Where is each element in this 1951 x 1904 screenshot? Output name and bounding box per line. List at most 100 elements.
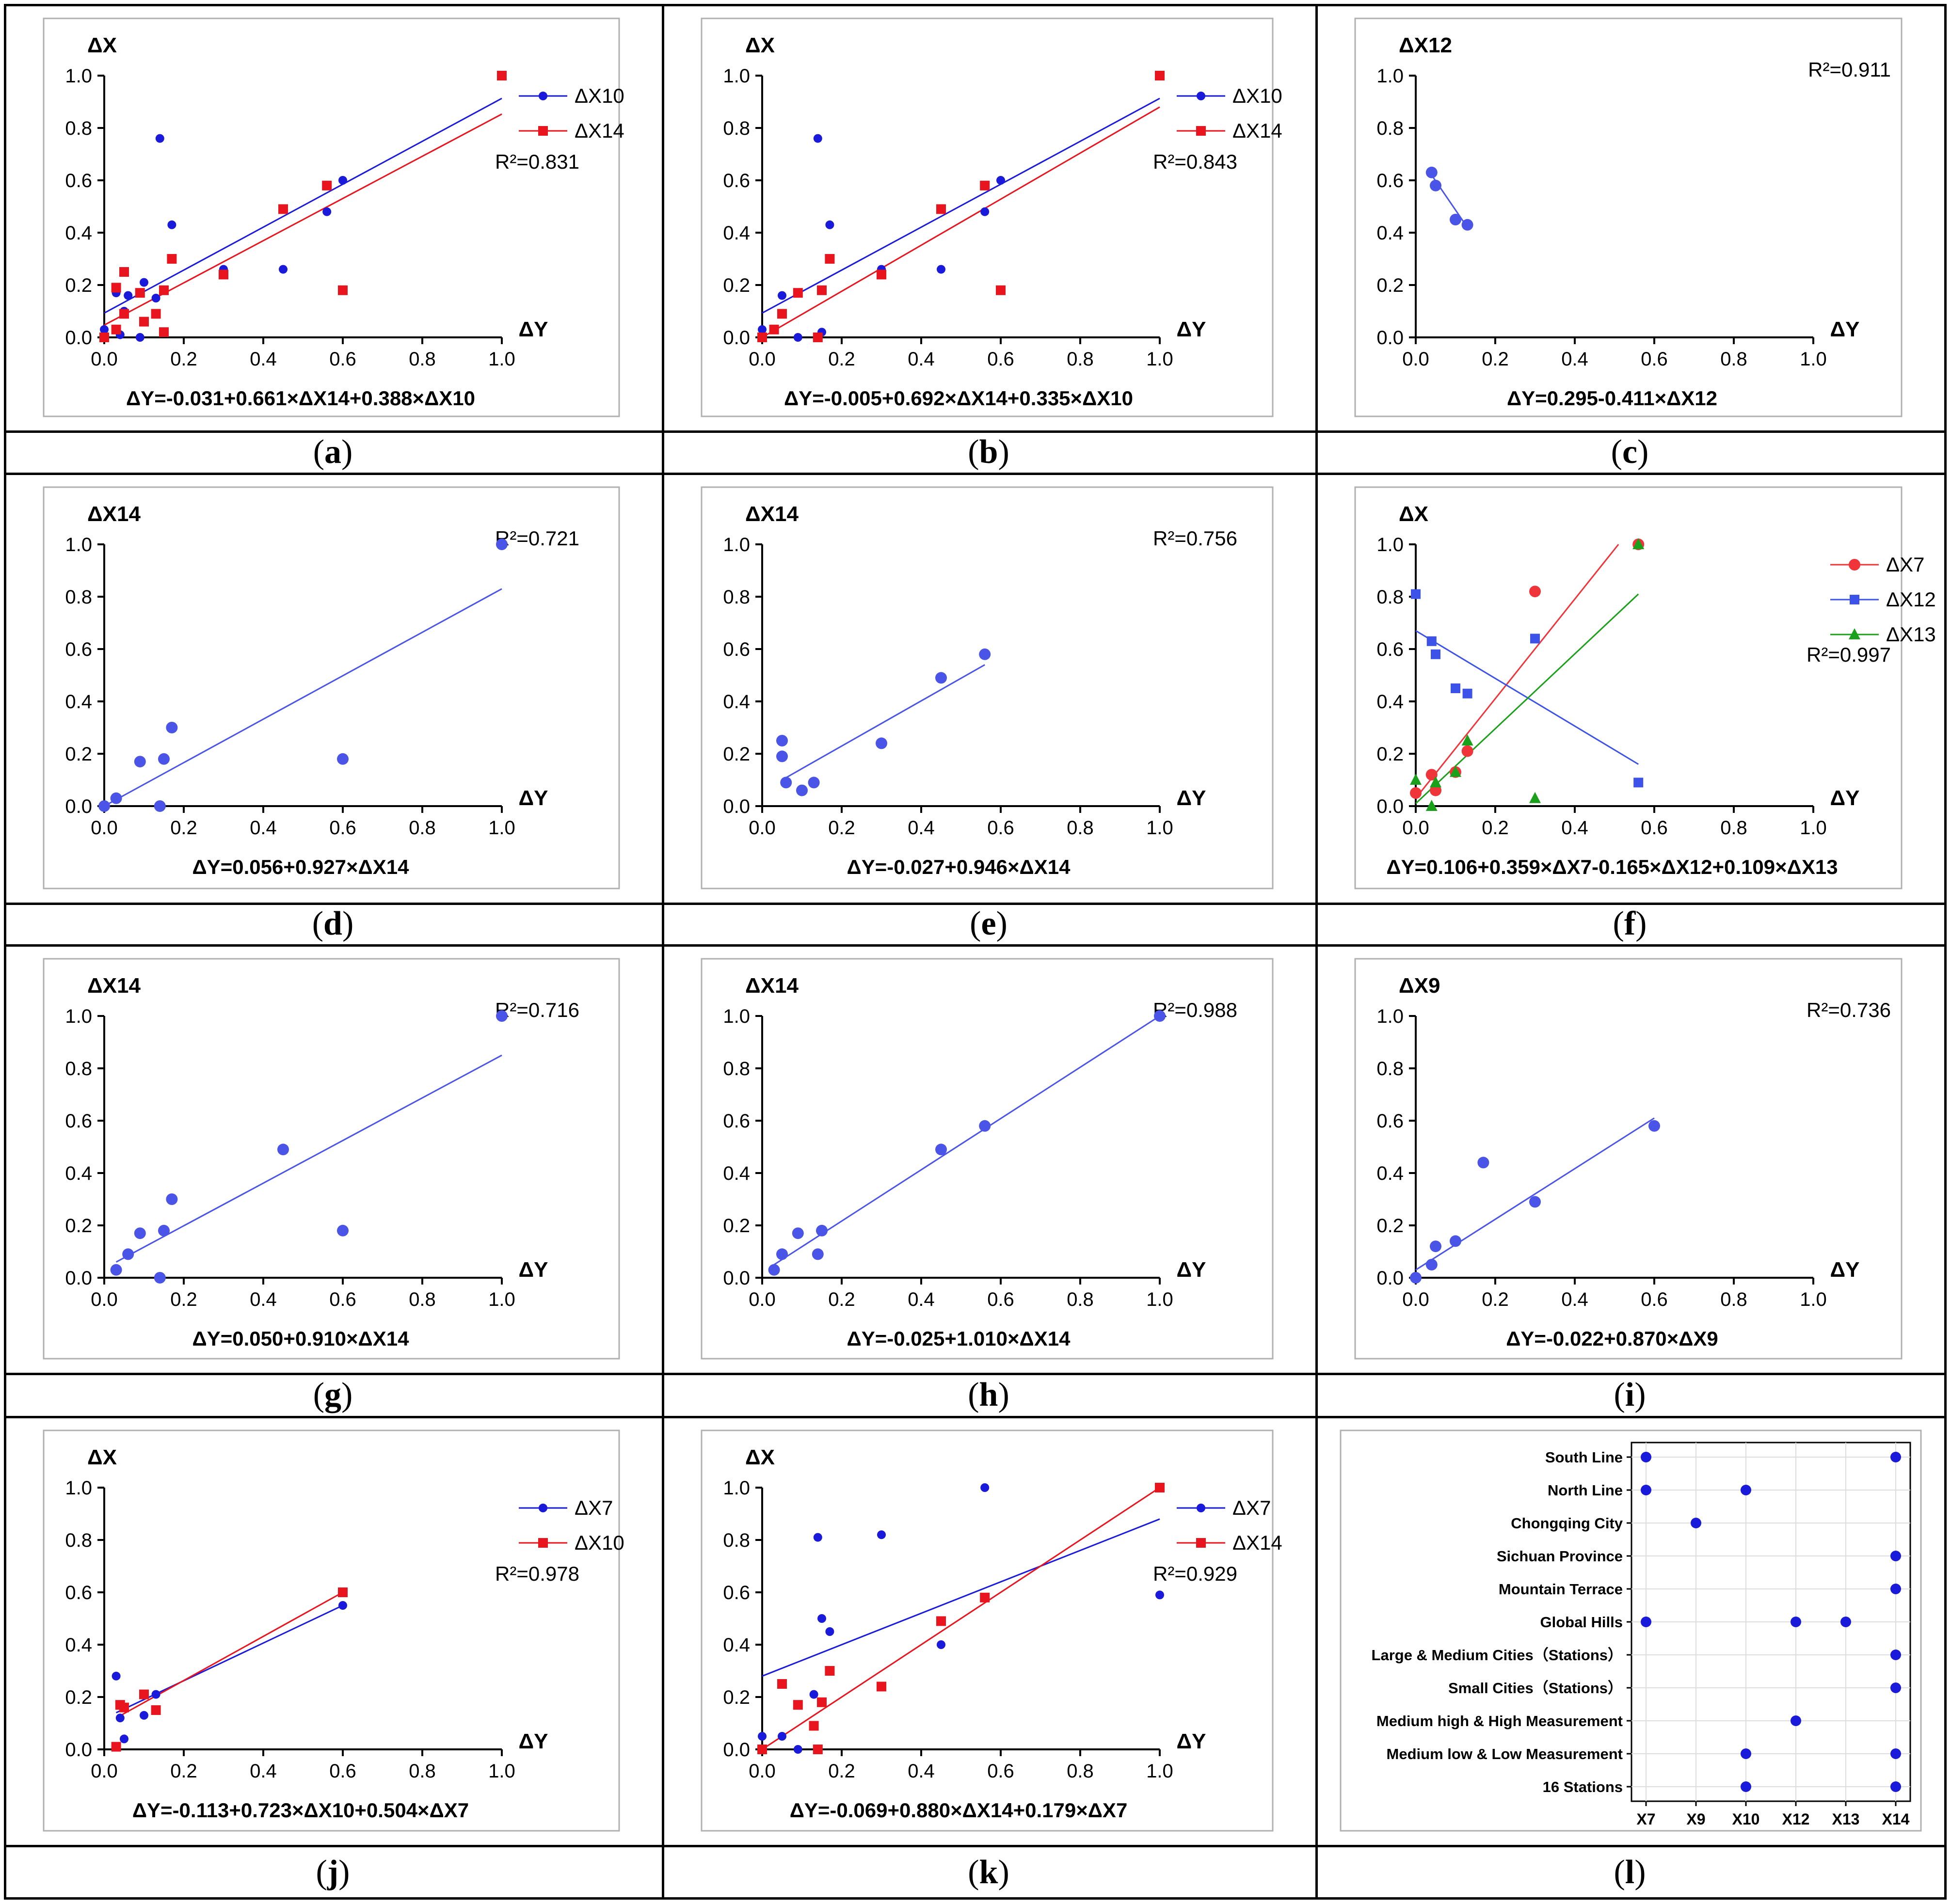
column-label: X13 [1832, 1810, 1860, 1828]
x-tick-label: 0.2 [828, 817, 855, 839]
panel-caption-letter: h [979, 1376, 998, 1413]
table-border [4, 1373, 1944, 1375]
legend-label: ΔX10 [575, 1531, 624, 1554]
y-tick-label: 0.4 [723, 222, 750, 244]
x-tick-label: 0.4 [250, 1761, 277, 1782]
y-tick-label: 0.8 [65, 1530, 92, 1551]
y-axis-title: ΔX [87, 1445, 117, 1469]
x-tick-label: 0.0 [1402, 1289, 1429, 1310]
fit-line-ΔX10 [104, 97, 502, 314]
panel-caption-letter: c [1622, 433, 1638, 471]
y-tick-label: 0.2 [65, 1687, 92, 1708]
data-point [119, 1702, 129, 1713]
x-tick-label: 0.6 [329, 817, 356, 839]
data-point [877, 1530, 886, 1539]
data-point [777, 1679, 787, 1689]
legend-marker [1849, 628, 1860, 639]
data-point [1430, 1240, 1441, 1253]
table-border [4, 903, 1944, 905]
panel-frame [701, 958, 1274, 1360]
row-label: North Line [1548, 1482, 1623, 1499]
y-tick-label: 0.4 [1376, 222, 1404, 244]
data-point [1426, 636, 1437, 646]
x-tick-label: 0.2 [828, 349, 855, 370]
data-point [159, 285, 169, 295]
panel-caption-letter: a [324, 433, 341, 471]
fit-line-ΔX7 [115, 1604, 343, 1714]
y-tick-label: 0.6 [723, 170, 750, 191]
x-tick-label: 0.2 [170, 1761, 197, 1782]
legend-marker [1849, 559, 1860, 571]
regression-equation: ΔY=-0.113+0.723×ΔX10+0.504×ΔX7 [132, 1799, 469, 1822]
data-point [154, 800, 166, 812]
y-tick-label: 0.2 [65, 1215, 92, 1237]
x-tick-label: 0.8 [1720, 349, 1747, 370]
data-point [1410, 774, 1422, 785]
x-tick-label: 1.0 [1800, 349, 1827, 370]
matrix-dot [1890, 1650, 1901, 1660]
legend-marker [539, 92, 547, 100]
fit-line-ΔX10 [762, 97, 1160, 314]
data-point [134, 1227, 146, 1239]
data-point [120, 1734, 128, 1744]
x-tick-label: 0.6 [987, 1289, 1014, 1310]
matrix-dot [1890, 1748, 1901, 1759]
x-tick-label: 0.4 [250, 349, 277, 370]
y-tick-label: 0.2 [723, 1215, 750, 1237]
x-tick-label: 0.0 [749, 817, 776, 839]
table-border [4, 4, 1944, 6]
x-tick-label: 0.2 [1482, 1289, 1509, 1310]
data-point [792, 1227, 804, 1239]
y-tick-label: 0.4 [1376, 1163, 1404, 1184]
data-point [496, 1010, 508, 1022]
scatter-chart-g: 0.0 0.2 0.4 0.6 0.8 1.0 0.0 0.2 0.4 0.6 0.8 1.0 ΔX14… [43, 958, 620, 1360]
y-tick-label: 0.0 [723, 1739, 750, 1761]
row-label: Small Cities（Stations） [1448, 1680, 1623, 1697]
y-axis-title: ΔX14 [745, 974, 799, 998]
table-border [4, 1416, 1944, 1418]
panel-frame [43, 958, 620, 1360]
x-tick-label: 0.8 [409, 1289, 436, 1310]
row-label: Chongqing City [1511, 1515, 1623, 1532]
y-tick-label: 0.0 [65, 1739, 92, 1761]
panel-caption: (g) [313, 1376, 353, 1413]
y-tick-label: 0.4 [65, 1634, 92, 1656]
data-point [135, 333, 144, 342]
table-border [4, 473, 1944, 475]
legend-marker [1850, 595, 1859, 604]
data-point [1155, 1590, 1164, 1600]
y-tick-label: 0.0 [65, 1268, 92, 1289]
data-point [337, 753, 349, 765]
matrix-dot [1890, 1551, 1901, 1561]
data-point [111, 1742, 121, 1752]
panel-caption-letter: b [979, 433, 998, 471]
y-tick-label: 0.4 [1376, 691, 1404, 713]
x-tick-label: 0.2 [170, 349, 197, 370]
x-axis-title: ΔY [519, 1729, 548, 1753]
data-point [111, 283, 121, 293]
x-tick-label: 0.6 [329, 349, 356, 370]
x-tick-label: 0.2 [170, 1289, 197, 1310]
data-point [1450, 765, 1461, 777]
y-tick-label: 0.2 [65, 744, 92, 765]
matrix-dot [1741, 1485, 1751, 1495]
legend-label: ΔX7 [1232, 1496, 1271, 1519]
x-tick-label: 0.8 [1067, 349, 1094, 370]
y-tick-label: 0.6 [65, 170, 92, 191]
table-border [1315, 4, 1318, 1900]
y-tick-label: 1.0 [1376, 65, 1404, 87]
x-axis-title: ΔY [1177, 317, 1206, 341]
x-tick-label: 0.6 [1641, 817, 1668, 839]
x-tick-label: 0.0 [749, 1289, 776, 1310]
scatter-chart-e: 0.0 0.2 0.4 0.6 0.8 1.0 0.0 0.2 0.4 0.6 0.8 1.0 ΔX14… [701, 486, 1274, 889]
scatter-chart-b: 0.0 0.2 0.4 0.6 0.8 1.0 0.0 0.2 0.4 0.6 0.8 1.0 ΔX ΔY… [701, 17, 1282, 417]
x-tick-label: 0.2 [1482, 817, 1509, 839]
y-tick-label: 0.2 [723, 744, 750, 765]
data-point [813, 333, 823, 342]
fit-line-ΔX13 [1415, 593, 1639, 804]
fit-line-ΔX12 [1415, 630, 1639, 765]
data-point [825, 220, 834, 229]
x-tick-label: 0.4 [1561, 817, 1588, 839]
dot-matrix-chart: X7 X9 X10 X12 X13 X14 South Line North Line Chon… [1340, 1429, 1922, 1832]
